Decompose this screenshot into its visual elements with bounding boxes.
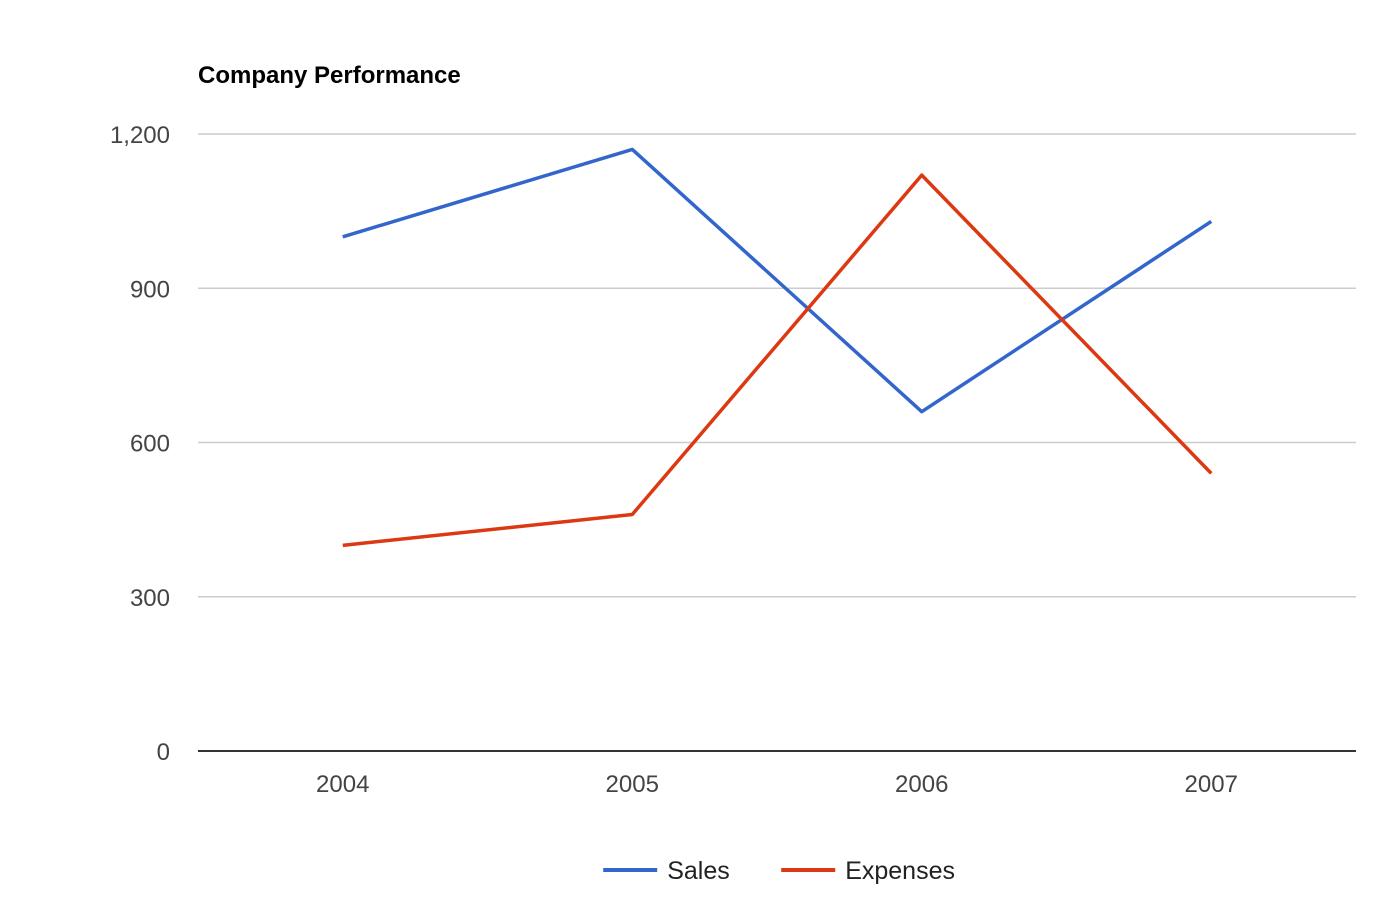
x-tick-label: 2004 xyxy=(316,771,369,798)
y-tick-label: 600 xyxy=(130,431,170,458)
x-tick-label: 2006 xyxy=(895,771,948,798)
series-lines xyxy=(342,147,1213,548)
legend-item-sales[interactable]: Sales xyxy=(603,857,730,885)
series-line-expenses[interactable] xyxy=(342,173,1213,548)
chart-title: Company Performance xyxy=(198,62,461,89)
x-tick-label: 2005 xyxy=(606,771,659,798)
y-tick-label: 300 xyxy=(130,585,170,612)
gridlines xyxy=(198,133,1356,598)
x-axis-tick-labels: 2004 2005 2006 2007 xyxy=(316,771,1238,798)
legend-item-expenses[interactable]: Expenses xyxy=(781,857,955,885)
y-tick-label: 900 xyxy=(130,276,170,303)
legend-label: Expenses xyxy=(845,857,955,885)
series-line-sales[interactable] xyxy=(342,147,1213,414)
y-axis-tick-labels: 0 300 600 900 1,200 xyxy=(110,122,170,766)
legend[interactable]: Sales Expenses xyxy=(603,857,955,885)
y-tick-label: 1,200 xyxy=(110,122,170,149)
y-tick-label: 0 xyxy=(157,739,170,766)
legend-label: Sales xyxy=(667,857,730,885)
x-tick-label: 2007 xyxy=(1185,771,1238,798)
